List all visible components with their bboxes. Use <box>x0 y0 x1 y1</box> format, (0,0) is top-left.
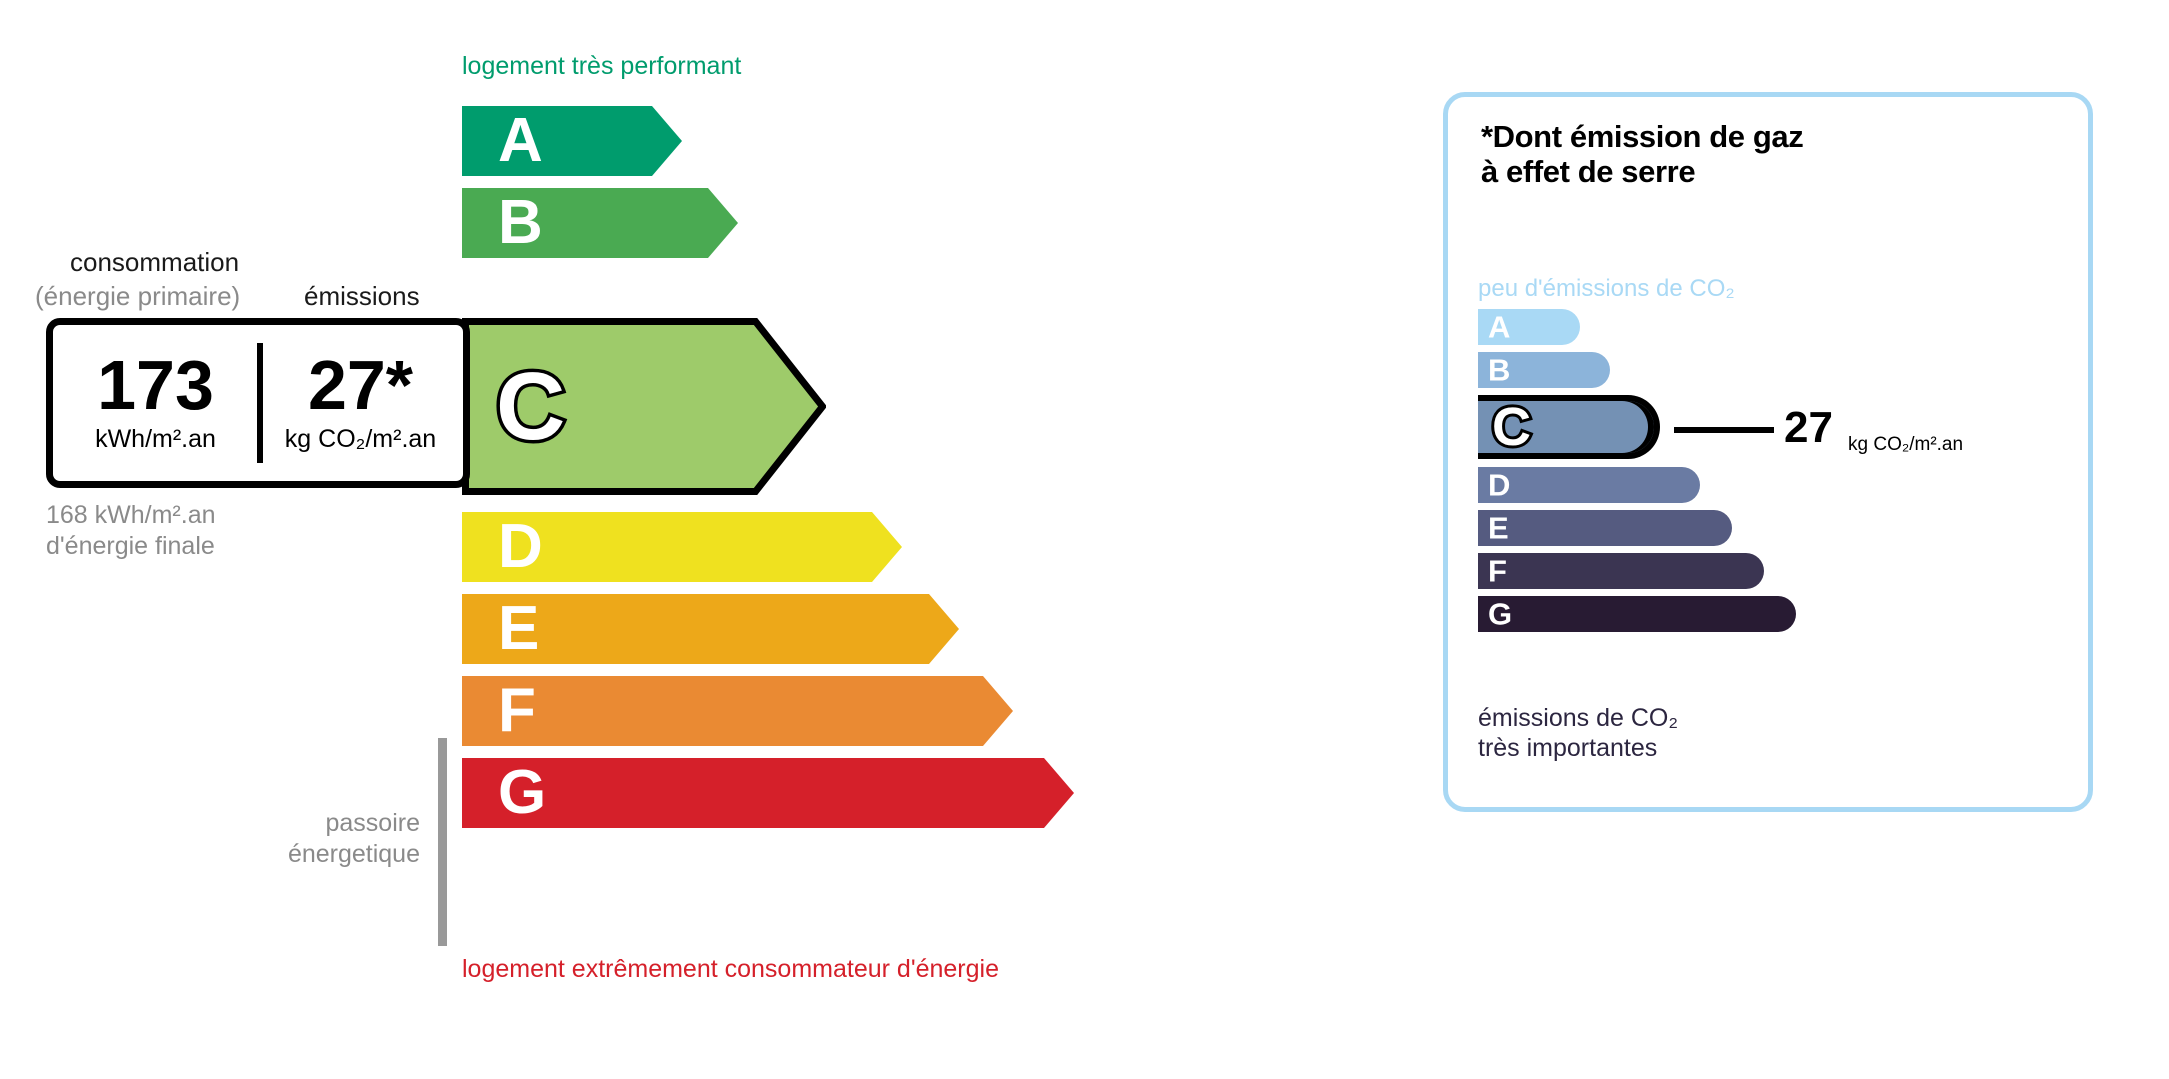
co2-bottom-caption: émissions de CO₂ très importantes <box>1478 704 1679 762</box>
co2-bar-letter: B <box>1488 352 1511 388</box>
final-energy-note: 168 kWh/m².an d'énergie finale <box>46 501 216 560</box>
co2-bar-row-e: E <box>1478 510 2078 546</box>
energy-band-letter: F <box>498 676 536 745</box>
energy-top-caption: logement très performant <box>462 52 742 80</box>
co2-bar-letter: G <box>1488 596 1513 632</box>
energy-band-g: G <box>462 758 1074 828</box>
co2-bar-row-d: D <box>1478 467 2078 503</box>
co2-bar: C <box>1478 395 1660 459</box>
co2-bar-letter: E <box>1488 510 1509 546</box>
energy-band-letter: B <box>498 188 543 257</box>
energy-band-a: A <box>462 106 682 176</box>
consumption-cell: 173 kWh/m².an <box>53 325 258 481</box>
energy-band-d: D <box>462 512 902 582</box>
co2-panel-title: *Dont émission de gaz à effet de serre <box>1481 119 1804 189</box>
value-readout-box: 173 kWh/m².an 27* kg CO₂/m².an <box>46 318 470 488</box>
energy-band-e: E <box>462 594 959 664</box>
emission-cell: 27* kg CO₂/m².an <box>258 325 463 481</box>
emission-value: 27* <box>307 346 414 425</box>
co2-bar: A <box>1478 309 1580 345</box>
energy-band-b: B <box>462 188 738 258</box>
consumption-value: 173 <box>97 346 214 425</box>
co2-bar-row-f: F <box>1478 553 2078 589</box>
co2-bar-letter: A <box>1488 309 1511 345</box>
co2-bar-row-g: G <box>1478 596 2078 632</box>
energy-band-letter: E <box>498 594 540 663</box>
co2-bar-letter: D <box>1488 467 1511 503</box>
energy-band-letter: A <box>498 106 543 175</box>
co2-bar-row-a: A <box>1478 309 2078 345</box>
co2-value: 27 <box>1784 403 1833 452</box>
energy-band-f: F <box>462 676 1013 746</box>
co2-bar-row-c: C <box>1478 395 2078 459</box>
co2-leader-line <box>1674 427 1774 433</box>
consumption-unit: kWh/m².an <box>95 424 216 453</box>
co2-bar: G <box>1478 596 1796 632</box>
co2-bar: B <box>1478 352 1610 388</box>
consumption-subheader-label: (énergie primaire) <box>35 281 241 311</box>
passoire-bracket-line <box>438 738 447 946</box>
co2-bar: E <box>1478 510 1732 546</box>
co2-bar-row-b: B <box>1478 352 2078 388</box>
co2-value-unit: kg CO₂/m².an <box>1848 434 1964 455</box>
co2-bar-letter: F <box>1488 553 1507 589</box>
energy-bottom-caption: logement extrêmement consommateur d'éner… <box>462 955 999 983</box>
co2-bar-letter: C <box>1489 397 1534 457</box>
energy-band-letter: G <box>498 758 547 827</box>
passoire-label: passoire énergetique <box>287 809 420 868</box>
energy-band-letter: D <box>498 512 543 581</box>
co2-top-caption: peu d'émissions de CO₂ <box>1478 275 1735 302</box>
co2-bar: D <box>1478 467 1700 503</box>
value-box-divider <box>257 343 264 463</box>
co2-bar: F <box>1478 553 1764 589</box>
emissions-header-label: émissions <box>304 281 420 311</box>
energy-band-letter: C <box>492 352 568 460</box>
consumption-header-label: consommation <box>70 247 240 277</box>
emission-unit: kg CO₂/m².an <box>284 424 437 453</box>
energy-band-c: C <box>462 318 826 495</box>
co2-emissions-panel: *Dont émission de gaz à effet de serre pe… <box>1443 92 2093 812</box>
